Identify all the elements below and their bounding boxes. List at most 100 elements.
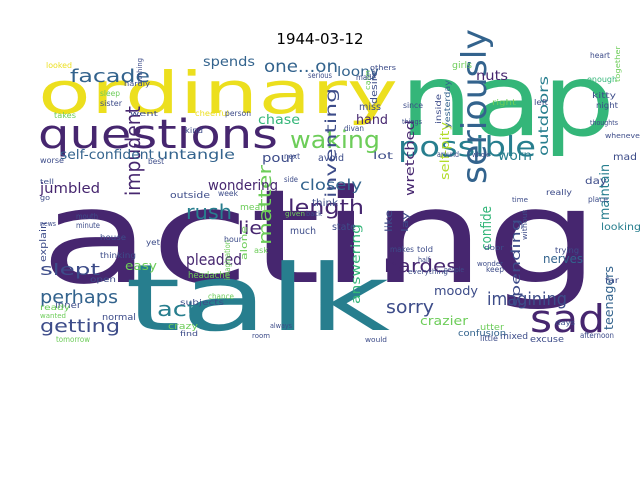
- cloud-word: far: [605, 276, 620, 285]
- cloud-word: thoughts: [590, 119, 618, 127]
- cloud-word: rush: [186, 200, 232, 224]
- cloud-word: left: [534, 98, 548, 107]
- cloud-word: wanted: [40, 312, 66, 320]
- cloud-word: day: [585, 176, 607, 187]
- cloud-word: one...on: [264, 57, 338, 77]
- cloud-word: keep: [486, 265, 504, 274]
- cloud-word: person: [225, 109, 251, 118]
- cloud-word: outdoors: [537, 76, 552, 156]
- cloud-word: trying: [555, 246, 579, 255]
- cloud-word: inner: [55, 301, 81, 311]
- cloud-word: length: [288, 195, 364, 219]
- cloud-word: matter: [255, 164, 276, 245]
- chart-title: 1944-03-12: [276, 30, 364, 48]
- cloud-word: looking: [601, 222, 640, 233]
- cloud-word: hour: [224, 235, 243, 244]
- cloud-word: self-pity: [438, 122, 452, 180]
- cloud-word: worn: [498, 149, 532, 164]
- cloud-word: questions: [38, 112, 278, 158]
- cloud-word: mad: [613, 152, 637, 163]
- cloud-word: enough: [587, 75, 617, 84]
- cloud-word: facade: [70, 66, 150, 87]
- cloud-word: untangle: [157, 148, 235, 163]
- cloud-word: hardly: [124, 80, 150, 88]
- cloud-word: answering: [349, 224, 363, 304]
- cloud-word: given: [285, 210, 305, 218]
- cloud-word: crazy: [168, 322, 199, 332]
- cloud-word: maintain: [598, 164, 613, 220]
- cloud-word: pleaded: [186, 250, 242, 269]
- cloud-word: since: [403, 101, 423, 110]
- cloud-word: desire: [370, 69, 380, 104]
- cloud-word: loony: [337, 65, 379, 80]
- cloud-word: spends: [203, 55, 255, 70]
- cloud-word: nothing: [136, 58, 144, 84]
- cloud-word: nerves: [543, 252, 583, 266]
- cloud-word: door: [484, 244, 504, 252]
- cloud-word: state: [332, 222, 356, 233]
- cloud-word: side: [284, 175, 298, 184]
- cloud-word: spending: [509, 219, 523, 307]
- cloud-word: room: [252, 332, 270, 340]
- cloud-word: would: [365, 336, 387, 344]
- cloud-word: waking: [290, 126, 380, 154]
- cloud-word: chase: [258, 113, 300, 128]
- cloud-word: act: [157, 297, 197, 321]
- cloud-word: half: [418, 256, 430, 264]
- cloud-word: subjects: [180, 298, 224, 307]
- cloud-word: wonder: [477, 260, 503, 268]
- cloud-word: miss: [359, 102, 381, 113]
- cloud-word: days: [555, 319, 575, 327]
- cloud-word: crazier: [420, 314, 468, 328]
- cloud-word: right: [492, 98, 516, 107]
- cloud-word: sleep: [100, 89, 120, 98]
- cloud-word: wretched: [403, 120, 417, 196]
- cloud-word: people: [444, 266, 464, 274]
- cloud-word: kind: [185, 126, 203, 135]
- cloud-word: night: [596, 101, 618, 110]
- cloud-word: closely: [300, 176, 362, 194]
- cloud-word: kitty: [592, 91, 616, 100]
- cloud-word: talk: [125, 245, 391, 352]
- cloud-word: acting: [40, 161, 600, 313]
- cloud-word: without: [521, 210, 529, 240]
- cloud-word: possible: [398, 130, 536, 163]
- cloud-word: self-confident: [60, 148, 154, 163]
- cloud-word: find: [180, 330, 198, 338]
- cloud-word: seriously: [455, 29, 495, 184]
- cloud-word: news: [40, 220, 56, 228]
- cloud-word: headache: [188, 271, 230, 281]
- cloud-word: calm: [364, 70, 372, 90]
- cloud-word: worse: [40, 156, 64, 165]
- cloud-word: things: [402, 118, 422, 126]
- cloud-word: sister: [100, 99, 123, 108]
- cloud-word: ask: [254, 246, 268, 255]
- cloud-word: mixed: [500, 332, 528, 342]
- cloud-word: outside: [170, 191, 211, 201]
- cloud-word: makes: [390, 245, 414, 254]
- cloud-word: hand: [356, 113, 388, 128]
- cloud-word: cheerful: [195, 109, 229, 118]
- cloud-word: girls: [452, 61, 472, 71]
- cloud-word: whenever: [605, 132, 640, 140]
- cloud-word: week: [218, 189, 238, 198]
- cloud-word: moody: [434, 284, 478, 298]
- cloud-word: easy: [125, 259, 157, 273]
- cloud-word: confusion: [458, 329, 506, 339]
- cloud-word: ordinary: [38, 59, 398, 127]
- cloud-word: told: [417, 245, 433, 254]
- cloud-word: takes: [54, 111, 76, 120]
- cloud-word: inside: [434, 94, 443, 124]
- cloud-word: looked: [46, 61, 72, 70]
- cloud-word: serious: [308, 71, 332, 80]
- cloud-word: mean: [240, 203, 266, 213]
- cloud-word: others: [370, 64, 396, 72]
- cloud-word: sorry: [386, 297, 434, 318]
- cloud-word: inventing: [322, 88, 340, 198]
- cloud-word: alone: [240, 225, 250, 260]
- cloud-word: getting: [40, 316, 120, 337]
- cloud-word: house: [100, 233, 126, 242]
- cloud-word: chance: [208, 292, 234, 301]
- cloud-word: think: [312, 198, 338, 209]
- cloud-word: perhaps: [40, 287, 118, 308]
